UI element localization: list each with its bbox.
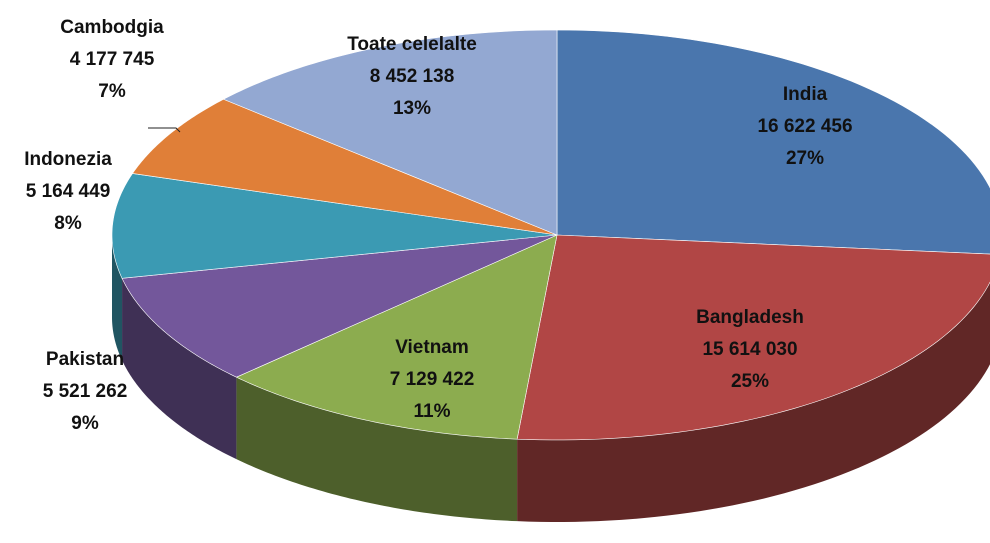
label-name: Cambodgia (60, 17, 164, 38)
label-value: 7 129 422 (390, 369, 475, 390)
label-share: 8% (54, 213, 82, 234)
slice (222, 29, 558, 236)
label-name: Indonezia (24, 149, 112, 170)
slice-side (517, 282, 990, 522)
slice (111, 173, 558, 279)
label-value: 15 614 030 (702, 339, 797, 360)
label-name: Toate celelalte (347, 34, 477, 55)
label-share: 7% (98, 81, 126, 102)
label-name: Bangladesh (696, 307, 804, 328)
slice-side (112, 235, 123, 361)
slice (556, 29, 990, 255)
layer (112, 235, 990, 522)
label-share: 13% (393, 98, 431, 119)
leader-line (148, 127, 181, 133)
layer (111, 29, 990, 441)
slice-side (122, 278, 237, 460)
slice (131, 98, 558, 236)
label-value: 5 521 262 (43, 381, 128, 402)
label-value: 4 177 745 (70, 49, 155, 70)
slice (516, 234, 990, 441)
label-value: 5 164 449 (26, 181, 111, 202)
label-share: 11% (414, 401, 451, 422)
slice (235, 234, 558, 440)
label-name: Pakistan (46, 349, 124, 370)
label-value: 8 452 138 (370, 66, 455, 87)
label-value: 16 622 456 (757, 116, 852, 137)
label-name: India (783, 84, 828, 105)
slice (121, 234, 558, 378)
label-share: 27% (786, 148, 824, 169)
label-name: Vietnam (395, 337, 469, 358)
slice-side (236, 377, 518, 522)
label-share: 9% (71, 413, 99, 434)
label-share: 25% (731, 371, 769, 392)
